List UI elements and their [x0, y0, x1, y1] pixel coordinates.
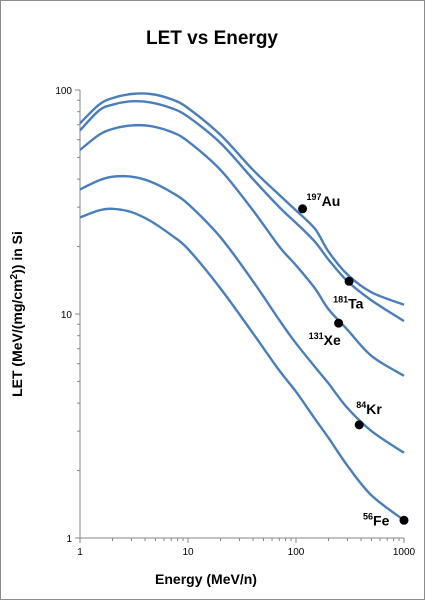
axes: 1 10 100 1000 1 10 100 [55, 86, 415, 558]
isotope-label-ta: 181Ta [333, 294, 364, 311]
isotope-mass-number: 181 [333, 294, 348, 304]
isotope-symbol: Fe [373, 512, 390, 528]
isotope-label-kr: 84Kr [356, 400, 382, 417]
x-tick-label: 1000 [393, 547, 416, 558]
x-tick-label: 100 [288, 547, 305, 558]
isotope-label-xe: 131Xe [309, 331, 341, 348]
y-axis-title: LET (MeV/(mg/cm2)) in Si [9, 231, 25, 397]
series-line-xe [79, 123, 405, 377]
y-tick-label: 100 [55, 86, 72, 97]
data-point-xe [334, 318, 344, 328]
series-line-au [79, 92, 405, 306]
series-line-kr [79, 174, 405, 454]
x-tick-label: 10 [182, 547, 194, 558]
isotope-symbol: Ta [348, 295, 364, 311]
isotope-label-au: 197Au [307, 192, 341, 209]
isotope-mass-number: 84 [356, 400, 366, 410]
data-point-ta [344, 276, 354, 286]
chart-title: LET vs Energy [146, 28, 278, 49]
isotope-mass-number: 197 [307, 192, 322, 202]
isotope-mass-number: 131 [309, 331, 324, 341]
y-tick-label: 10 [61, 310, 73, 321]
data-point-fe [399, 515, 409, 525]
y-tick-label: 1 [66, 534, 72, 545]
isotope-symbol: Au [322, 193, 341, 209]
x-axis-title: Energy (MeV/n) [155, 571, 257, 587]
isotope-mass-number: 56 [363, 511, 373, 521]
series-line-ta [79, 99, 405, 323]
isotope-symbol: Xe [324, 332, 341, 348]
data-point-au [298, 204, 308, 214]
x-tick-label: 1 [77, 547, 83, 558]
marker-layer: 197Au 181Ta 131Xe 84Kr 56Fe [298, 192, 409, 528]
isotope-symbol: Kr [366, 401, 382, 417]
isotope-label-fe: 56Fe [363, 511, 390, 528]
series-line-fe [79, 207, 405, 522]
data-point-kr [354, 420, 364, 430]
